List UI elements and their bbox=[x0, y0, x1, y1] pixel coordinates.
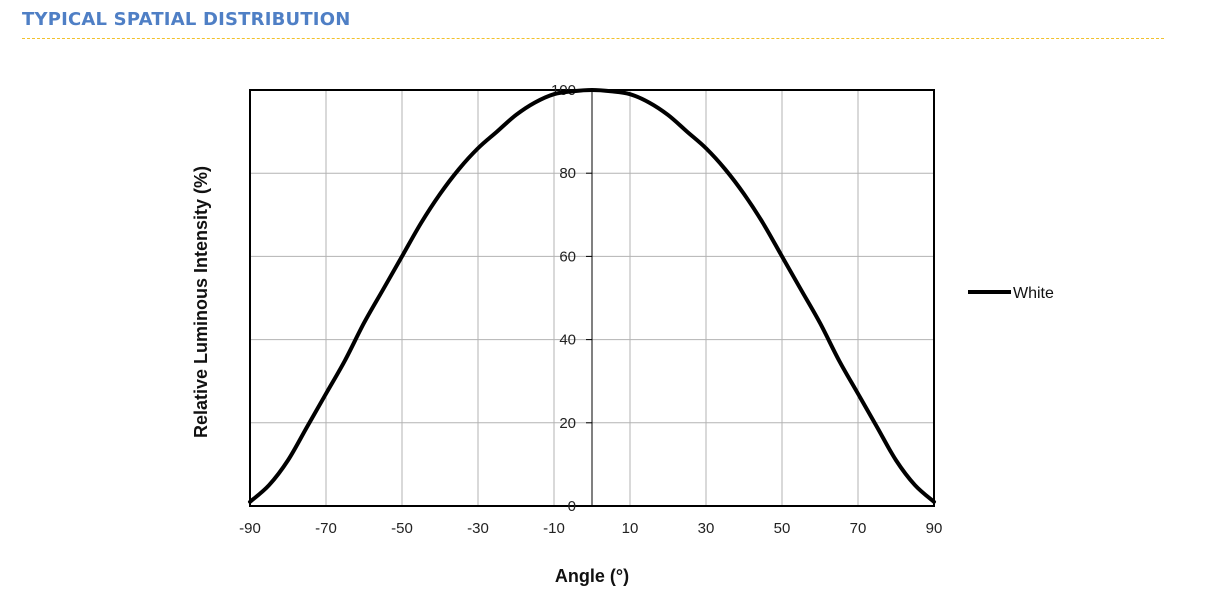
y-tick-label: 40 bbox=[559, 332, 576, 349]
section-divider bbox=[22, 38, 1164, 39]
series-layer bbox=[248, 88, 936, 504]
x-tick-label: -50 bbox=[391, 520, 413, 537]
y-tick-label: 20 bbox=[559, 415, 576, 432]
x-tick-label: 10 bbox=[622, 520, 639, 537]
x-tick-label: 70 bbox=[850, 520, 867, 537]
x-axis-title: Angle (°) bbox=[555, 566, 629, 586]
y-tick-label: 60 bbox=[559, 248, 576, 265]
series-line-white bbox=[248, 88, 936, 504]
section-title: TYPICAL SPATIAL DISTRIBUTION bbox=[22, 9, 351, 30]
x-tick-label: -10 bbox=[543, 520, 565, 537]
x-tick-labels: -90 -70 -50 -30 -10 10 30 50 70 90 bbox=[239, 520, 942, 537]
legend: White bbox=[968, 285, 1054, 302]
x-tick-label: 50 bbox=[774, 520, 791, 537]
legend-label-white: White bbox=[1013, 285, 1054, 302]
x-tick-label: 30 bbox=[698, 520, 715, 537]
y-tick-label: 80 bbox=[559, 165, 576, 182]
x-tick-label: -30 bbox=[467, 520, 489, 537]
x-tick-label: -90 bbox=[239, 520, 261, 537]
y-tick-label: 0 bbox=[568, 498, 576, 515]
y-axis-title: Relative Luminous Intensity (%) bbox=[191, 166, 211, 438]
x-tick-label: 90 bbox=[926, 520, 943, 537]
x-tick-label: -70 bbox=[315, 520, 337, 537]
